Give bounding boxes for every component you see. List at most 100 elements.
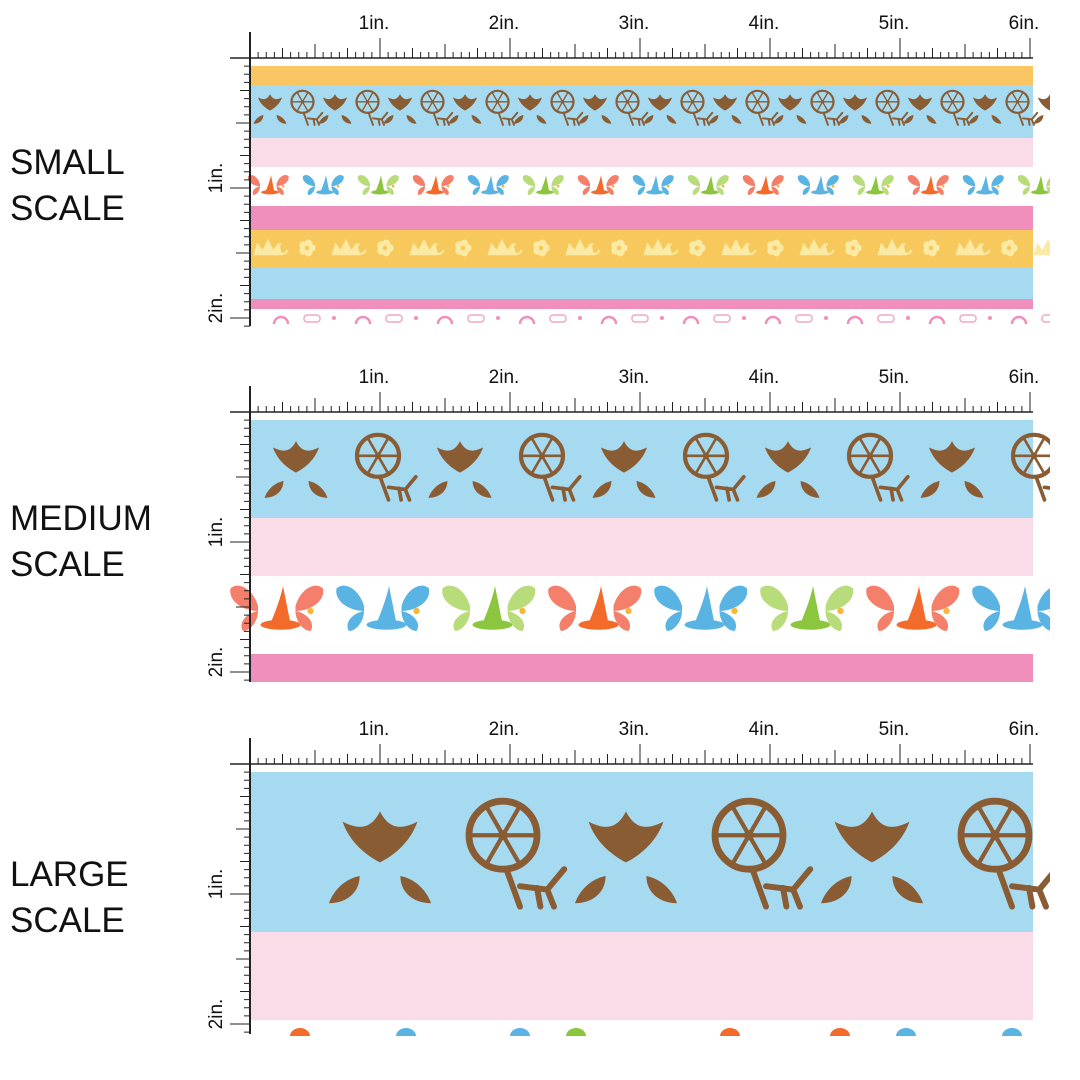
leaf-left [329, 876, 360, 904]
wheel-stand [378, 474, 418, 502]
sparkle-dot [837, 607, 844, 615]
inch-label: 2in. [489, 367, 520, 388]
witch-hat-icon [684, 586, 725, 630]
wheel-spoke [491, 91, 499, 103]
wheel-stand [627, 111, 649, 126]
fleur-icon [592, 441, 656, 498]
wing-upper [742, 175, 755, 187]
fairy-wings-icon [551, 175, 564, 195]
inch-label: 3in. [619, 13, 650, 34]
wing-upper [401, 585, 430, 611]
sparkle-dot [731, 607, 738, 615]
wing-lower [716, 186, 724, 195]
witch-hat-icon [701, 175, 719, 195]
wing-upper [1017, 175, 1030, 187]
wheel-spoke [626, 91, 634, 103]
witch-hat-icon [261, 175, 279, 195]
wheel-stand [822, 111, 844, 126]
wheel-spoke [686, 91, 694, 103]
wing-upper [931, 585, 960, 611]
leaf-right [796, 115, 807, 124]
sparkle-dot [996, 184, 1000, 188]
fairy-wings-icon [991, 175, 1004, 195]
petal [928, 239, 937, 248]
wheel-spoke [556, 91, 564, 103]
crown-icon [799, 239, 829, 256]
fairy-wings-icon [826, 175, 839, 195]
fleur-icon [708, 94, 742, 124]
fairy-wings-icon [401, 585, 430, 631]
fairy-wings-icon [613, 585, 642, 631]
fairy-wings-icon [1017, 175, 1030, 195]
leaf-right [400, 876, 431, 904]
hat-brim [481, 190, 499, 195]
crown-icon [409, 239, 439, 256]
swirl-icon [432, 243, 445, 255]
crown-shape [565, 239, 595, 256]
fleur-icon [329, 811, 431, 904]
fleur-head [588, 811, 664, 863]
wheel-spoke [976, 804, 997, 837]
swirl-icon [510, 243, 523, 255]
fairy-wings-icon [336, 585, 364, 631]
wheel-spoke [1032, 455, 1046, 475]
flower-center [772, 245, 778, 251]
crown-icon [643, 239, 673, 256]
wheel-spoke [1022, 436, 1036, 457]
leaf-right [601, 115, 612, 124]
flower-center [850, 245, 856, 251]
large-scale-svg: 1in. 2in. 3in. 4in. 5in. 6in. 1in. 2in. [206, 719, 1050, 1036]
hat-brim [261, 190, 279, 195]
wing-upper [230, 585, 258, 611]
wheel-spoke [858, 455, 872, 475]
leaf-right [646, 876, 677, 904]
pink-motif-pattern [272, 314, 1050, 325]
wing-upper [412, 175, 425, 187]
mirror-wing [825, 585, 854, 631]
wing-lower [936, 186, 944, 195]
leaf-left [756, 481, 776, 498]
leaf-right [964, 481, 984, 498]
wing-lower [665, 611, 682, 631]
inch-label: 4in. [749, 367, 780, 388]
wheel-spoke [704, 455, 718, 475]
wing-upper [866, 585, 894, 611]
small-scale-svg: 1in. 2in. 3in. 4in. 5in. 6in. 1in. 2in. [206, 13, 1050, 329]
wheel-hub [560, 100, 565, 104]
fairy-wings-icon [771, 175, 784, 195]
mirror-wing [507, 585, 536, 631]
sparkle-dot [625, 607, 632, 615]
fairy-pattern [247, 175, 1050, 195]
wing-lower [692, 186, 700, 195]
hat-cone [925, 175, 935, 192]
leaf-right [892, 876, 923, 904]
wheel-spoke [626, 101, 634, 112]
fleur-head [842, 94, 868, 111]
mirror-wing [386, 175, 399, 195]
hat-cone [705, 175, 715, 192]
arc-icon [600, 315, 618, 325]
arc-icon [846, 315, 864, 325]
leaf-right [731, 115, 742, 124]
hat-cone [815, 175, 825, 192]
fairy-wings-icon [687, 175, 700, 195]
wheel-spoke [540, 455, 554, 475]
spinning-wheel-icon [465, 797, 568, 910]
arc-icon [682, 315, 700, 325]
wing-lower [877, 611, 894, 631]
wheel-spoke [691, 101, 699, 112]
wing-lower [362, 186, 370, 195]
leaf-right [926, 115, 937, 124]
hat-brim [260, 619, 301, 630]
fairy-wings-icon [357, 175, 370, 195]
fairy-wings-icon [295, 585, 324, 631]
leaf-left [838, 115, 849, 124]
hat-brim [921, 190, 939, 195]
hat-brim [578, 619, 619, 630]
hat-cone [588, 586, 609, 624]
wheel-spoke [530, 455, 544, 475]
fairy-wings-hats-band [250, 167, 1033, 206]
motif-dot [742, 316, 746, 320]
wing-lower [347, 611, 364, 631]
fairy-wings-icon [1046, 177, 1050, 194]
